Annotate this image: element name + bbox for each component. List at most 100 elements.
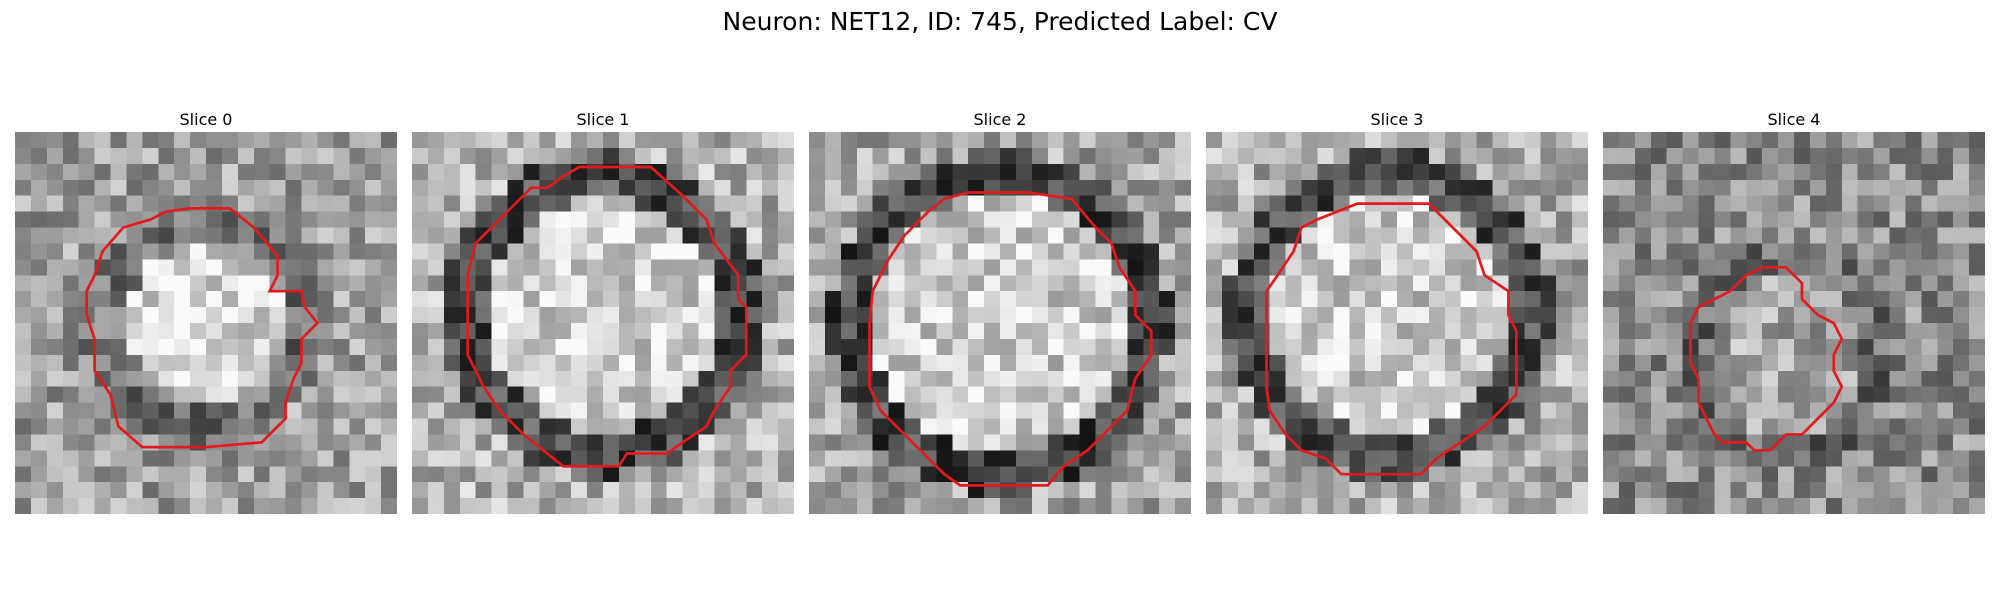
pixel bbox=[809, 482, 826, 499]
pixel bbox=[1175, 434, 1191, 451]
pixel bbox=[1301, 482, 1318, 499]
pixel bbox=[984, 402, 1001, 419]
pixel bbox=[1603, 402, 1620, 419]
pixel bbox=[1873, 386, 1890, 403]
pixel bbox=[1285, 307, 1302, 324]
pixel bbox=[698, 323, 715, 340]
pixel bbox=[443, 307, 461, 324]
pixel bbox=[809, 466, 826, 483]
pixel bbox=[30, 227, 48, 244]
pixel bbox=[491, 132, 508, 149]
pixel bbox=[269, 243, 286, 260]
pixel bbox=[174, 132, 191, 149]
pixel bbox=[333, 227, 350, 244]
pixel bbox=[190, 132, 207, 149]
pixel bbox=[412, 147, 429, 165]
pixel bbox=[237, 179, 255, 196]
pixel bbox=[1762, 291, 1779, 308]
pixel bbox=[443, 354, 461, 372]
pixel bbox=[1159, 354, 1176, 372]
pixel bbox=[1603, 275, 1620, 292]
pixel bbox=[285, 243, 302, 260]
pixel bbox=[1444, 211, 1461, 228]
pixel bbox=[571, 179, 588, 196]
pixel bbox=[1269, 354, 1286, 372]
pixel bbox=[221, 307, 239, 324]
pixel bbox=[984, 307, 1001, 324]
pixel bbox=[1095, 307, 1112, 324]
pixel bbox=[1492, 147, 1509, 165]
pixel bbox=[1206, 386, 1223, 403]
pixel bbox=[1143, 259, 1160, 276]
pixel bbox=[1221, 132, 1239, 149]
pixel bbox=[1381, 147, 1398, 165]
pixel bbox=[221, 402, 239, 419]
pixel bbox=[1111, 132, 1128, 149]
pixel bbox=[1460, 291, 1477, 308]
pixel bbox=[714, 482, 731, 499]
pixel bbox=[412, 386, 429, 403]
pixel bbox=[142, 370, 159, 387]
pixel bbox=[1809, 354, 1827, 372]
pixel bbox=[1714, 147, 1731, 165]
pixel bbox=[618, 147, 636, 165]
pixel bbox=[491, 450, 508, 467]
pixel bbox=[1349, 291, 1366, 308]
pixel bbox=[1428, 498, 1446, 514]
pixel bbox=[317, 418, 334, 435]
pixel bbox=[459, 418, 476, 435]
pixel bbox=[920, 259, 937, 276]
pixel bbox=[1175, 147, 1191, 165]
pixel bbox=[1714, 291, 1731, 308]
pixel bbox=[1253, 482, 1270, 499]
pixel bbox=[174, 259, 191, 276]
pixel bbox=[1905, 243, 1922, 260]
pixel bbox=[856, 163, 873, 181]
pixel bbox=[1063, 275, 1080, 292]
pixel bbox=[539, 307, 556, 324]
pixel bbox=[1397, 275, 1414, 292]
pixel bbox=[427, 132, 445, 149]
pixel bbox=[1365, 354, 1382, 372]
pixel bbox=[443, 450, 461, 467]
pixel bbox=[1905, 434, 1922, 451]
pixel bbox=[1047, 418, 1064, 435]
pixel bbox=[1809, 243, 1827, 260]
pixel bbox=[62, 482, 79, 499]
pixel bbox=[381, 354, 397, 372]
pixel bbox=[253, 147, 270, 165]
pixel bbox=[650, 434, 667, 451]
pixel bbox=[1714, 338, 1731, 356]
pixel bbox=[1825, 259, 1843, 276]
pixel bbox=[618, 307, 636, 324]
pixel bbox=[1000, 466, 1017, 483]
pixel bbox=[1698, 275, 1715, 292]
pixel bbox=[1746, 195, 1763, 212]
pixel bbox=[666, 370, 683, 387]
pixel bbox=[158, 370, 175, 387]
pixel bbox=[1873, 466, 1890, 483]
pixel bbox=[1841, 243, 1858, 260]
pixel bbox=[1969, 323, 1985, 340]
pixel bbox=[1682, 386, 1699, 403]
pixel bbox=[1476, 307, 1493, 324]
pixel bbox=[555, 307, 572, 324]
pixel bbox=[1841, 402, 1858, 419]
pixel bbox=[1572, 163, 1588, 181]
pixel bbox=[714, 147, 731, 165]
pixel bbox=[1618, 259, 1636, 276]
pixel bbox=[507, 227, 524, 244]
pixel bbox=[1365, 482, 1382, 499]
pixel bbox=[1889, 323, 1906, 340]
pixel bbox=[714, 291, 731, 308]
pixel bbox=[15, 275, 32, 292]
pixel bbox=[46, 227, 64, 244]
pixel bbox=[1269, 259, 1286, 276]
pixel bbox=[1969, 354, 1985, 372]
pixel bbox=[491, 243, 508, 260]
pixel bbox=[952, 466, 969, 483]
pixel bbox=[682, 466, 699, 483]
pixel bbox=[762, 259, 779, 276]
pixel bbox=[1953, 132, 1970, 149]
pixel bbox=[1762, 323, 1779, 340]
